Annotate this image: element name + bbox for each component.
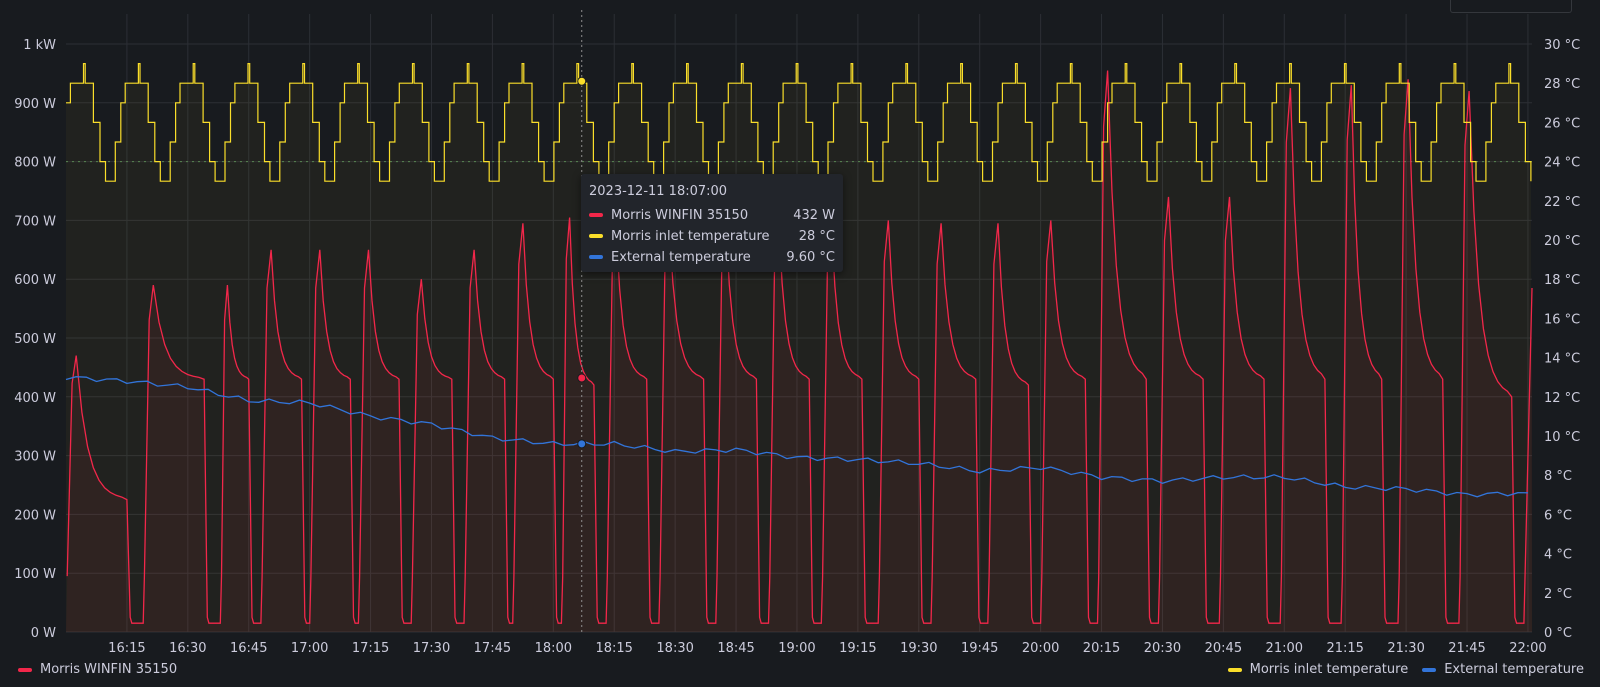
- tooltip-series-name: Morris inlet temperature: [611, 228, 770, 244]
- tooltip: 2023-12-11 18:07:00 Morris WINFIN 35150 …: [581, 174, 843, 272]
- x-tick: 19:00: [778, 641, 815, 656]
- legend-label: Morris inlet temperature: [1249, 662, 1409, 677]
- y-tick-left: 200 W: [14, 508, 56, 523]
- legend-swatch-power: [18, 667, 32, 672]
- y-tick-left: 0 W: [31, 626, 56, 641]
- panel-menu-button[interactable]: [1450, 0, 1572, 13]
- y-tick-right: 6 °C: [1544, 508, 1572, 523]
- y-tick-left: 300 W: [14, 450, 56, 465]
- y-tick-right: 16 °C: [1544, 312, 1580, 327]
- legend-swatch-inlet: [1227, 667, 1242, 672]
- legend-item-inlet[interactable]: Morris inlet temperature: [1227, 662, 1409, 677]
- tooltip-series-name: Morris WINFIN 35150: [611, 207, 749, 223]
- x-tick: 18:15: [595, 641, 632, 656]
- legend-swatch-external: [1422, 667, 1437, 672]
- x-tick: 21:15: [1326, 641, 1363, 656]
- series-fills: [66, 63, 1532, 633]
- y-tick-left: 700 W: [14, 214, 56, 229]
- y-tick-left: 1 kW: [23, 38, 56, 53]
- x-tick: 16:15: [108, 641, 145, 656]
- x-tick: 18:30: [656, 641, 693, 656]
- x-tick: 16:45: [230, 641, 267, 656]
- x-tick: 17:00: [291, 641, 328, 656]
- legend-item-external[interactable]: External temperature: [1422, 662, 1584, 677]
- tooltip-series-value: 28 °C: [798, 228, 835, 244]
- tooltip-series-value: 9.60 °C: [786, 249, 835, 265]
- x-tick: 17:15: [352, 641, 389, 656]
- y-axis-left: 0 W 100 W 200 W 300 W 400 W 500 W 600 W 700 W 80…: [14, 38, 56, 641]
- y-tick-right: 26 °C: [1544, 116, 1580, 131]
- tooltip-swatch-inlet: [589, 234, 603, 238]
- y-tick-right: 0 °C: [1544, 626, 1572, 641]
- x-tick: 17:30: [413, 641, 450, 656]
- power-line: [66, 70, 1533, 624]
- x-tick: 18:00: [535, 641, 572, 656]
- y-tick-right: 10 °C: [1544, 430, 1580, 445]
- tooltip-row-external: External temperature 9.60 °C: [589, 247, 835, 267]
- legend-right: Morris inlet temperature External temper…: [1227, 662, 1598, 677]
- grid: [66, 14, 1532, 633]
- x-tick: 20:15: [1083, 641, 1120, 656]
- hover-crosshair: [577, 10, 587, 632]
- y-tick-left: 800 W: [14, 156, 56, 171]
- x-tick: 19:45: [961, 641, 998, 656]
- x-tick: 21:30: [1387, 641, 1424, 656]
- y-tick-right: 20 °C: [1544, 234, 1580, 249]
- inlet-area: [66, 63, 1532, 633]
- y-tick-right: 12 °C: [1544, 391, 1580, 406]
- y-tick-right: 8 °C: [1544, 469, 1572, 484]
- y-tick-left: 600 W: [14, 273, 56, 288]
- hover-point-external: [577, 439, 587, 449]
- y-tick-left: 900 W: [14, 97, 56, 112]
- hover-point-inlet: [577, 76, 587, 86]
- x-tick: 16:30: [169, 641, 206, 656]
- x-tick: 18:45: [717, 641, 754, 656]
- tooltip-series-value: 432 W: [793, 207, 835, 223]
- y-tick-right: 18 °C: [1544, 273, 1580, 288]
- x-axis: 16:15 16:30 16:45 17:00 17:15 17:30 17:45 18:00…: [108, 641, 1546, 656]
- series-lines: [65, 63, 1533, 624]
- legend-left: Morris WINFIN 35150: [18, 662, 191, 677]
- y-tick-left: 400 W: [14, 391, 56, 406]
- tooltip-time: 2023-12-11 18:07:00: [589, 184, 728, 199]
- y-tick-right: 22 °C: [1544, 195, 1580, 210]
- x-tick: 20:45: [1205, 641, 1242, 656]
- y-tick-right: 28 °C: [1544, 77, 1580, 92]
- tooltip-row-inlet: Morris inlet temperature 28 °C: [589, 226, 835, 246]
- x-tick: 20:30: [1144, 641, 1181, 656]
- x-tick: 22:00: [1509, 641, 1546, 656]
- y-tick-right: 14 °C: [1544, 352, 1580, 367]
- x-tick: 20:00: [1022, 641, 1059, 656]
- x-tick: 21:00: [1266, 641, 1303, 656]
- x-tick: 19:30: [900, 641, 937, 656]
- x-tick: 21:45: [1448, 641, 1485, 656]
- tooltip-swatch-external: [589, 255, 603, 259]
- y-axis-right: 0 °C 2 °C 4 °C 6 °C 8 °C 10 °C 12 °C 14 °C 16 °C…: [1544, 38, 1580, 641]
- power-area: [66, 70, 1532, 632]
- y-tick-right: 24 °C: [1544, 156, 1580, 171]
- tooltip-series-name: External temperature: [611, 249, 751, 265]
- hover-point-power: [577, 373, 587, 383]
- x-tick: 19:15: [839, 641, 876, 656]
- y-tick-right: 2 °C: [1544, 587, 1572, 602]
- external-line: [65, 376, 1528, 498]
- tooltip-row-power: Morris WINFIN 35150 432 W: [589, 205, 835, 225]
- legend-label: External temperature: [1444, 662, 1584, 677]
- x-tick: 17:45: [474, 641, 511, 656]
- tooltip-swatch-power: [589, 213, 603, 217]
- y-tick-left: 100 W: [14, 567, 56, 582]
- y-tick-right: 4 °C: [1544, 548, 1572, 563]
- y-tick-left: 500 W: [14, 332, 56, 347]
- legend-label: Morris WINFIN 35150: [40, 662, 178, 677]
- legend-item-power[interactable]: Morris WINFIN 35150: [18, 662, 177, 677]
- y-tick-right: 30 °C: [1544, 38, 1580, 53]
- inlet-line: [66, 63, 1532, 182]
